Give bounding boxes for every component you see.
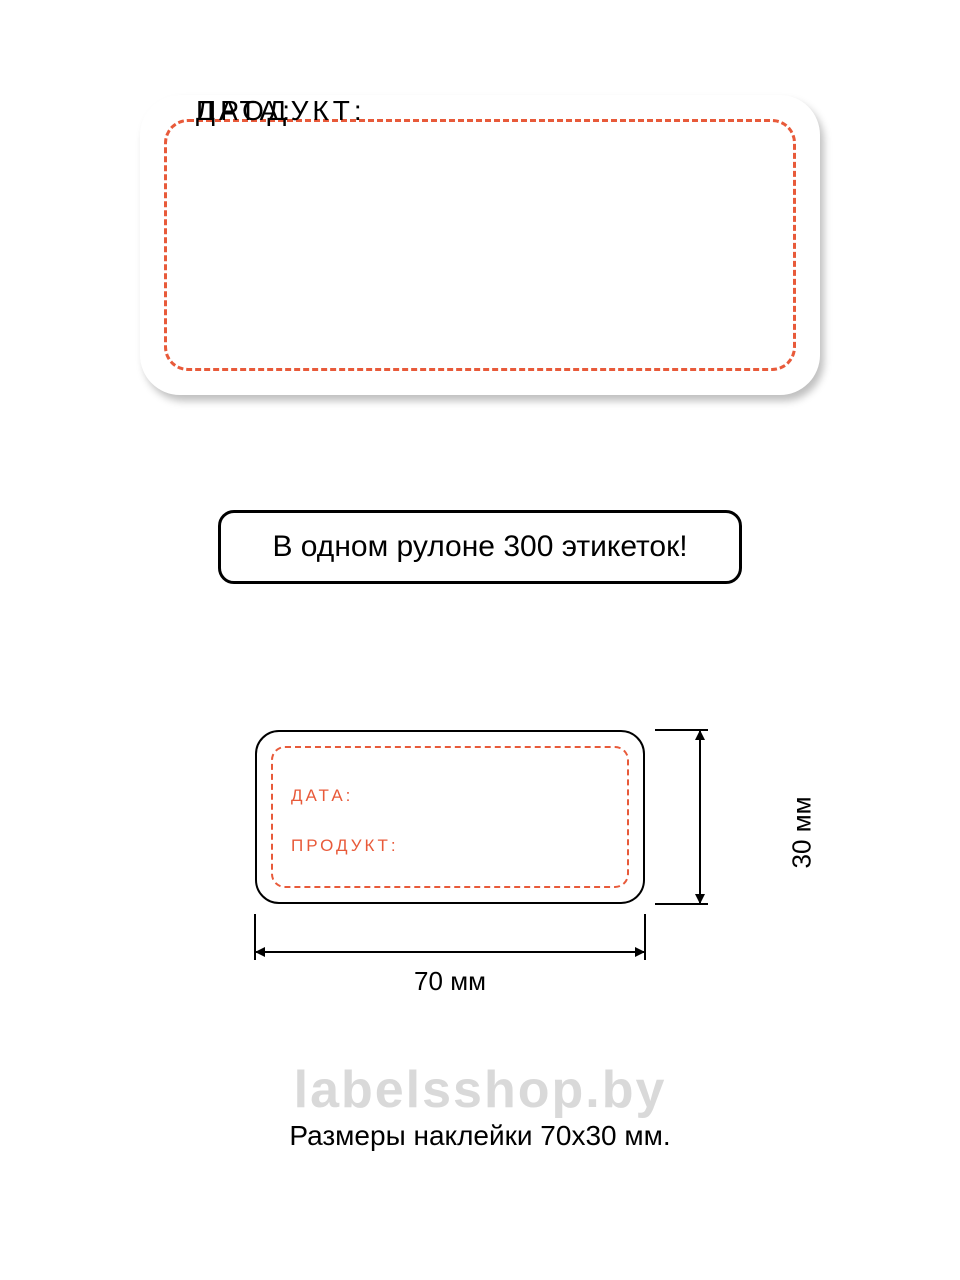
field-product-small: ПРОДУКТ: xyxy=(291,836,399,856)
arrow-right-icon xyxy=(635,947,645,957)
arrow-up-icon xyxy=(695,730,705,740)
label-mockup-small: ДАТА: ПРОДУКТ: xyxy=(255,730,645,904)
dim-line-height xyxy=(699,730,701,904)
arrow-down-icon xyxy=(695,894,705,904)
arrow-left-icon xyxy=(255,947,265,957)
dashed-border xyxy=(164,119,796,371)
dashed-border-small xyxy=(271,746,629,888)
dim-label-height: 30 мм xyxy=(786,797,817,869)
watermark-text: labelsshop.by xyxy=(294,1060,667,1120)
dim-line-width xyxy=(255,951,645,953)
info-text: В одном рулоне 300 этикеток! xyxy=(272,530,687,564)
dim-label-width: 70 мм xyxy=(414,966,486,997)
field-product: ПРОДУКТ: xyxy=(196,95,366,127)
field-date-small: ДАТА: xyxy=(291,786,353,806)
caption-text: Размеры наклейки 70х30 мм. xyxy=(289,1120,670,1152)
info-callout: В одном рулоне 300 этикеток! xyxy=(218,510,742,584)
label-mockup-large: ДАТА: ПРОДУКТ: xyxy=(140,95,820,395)
